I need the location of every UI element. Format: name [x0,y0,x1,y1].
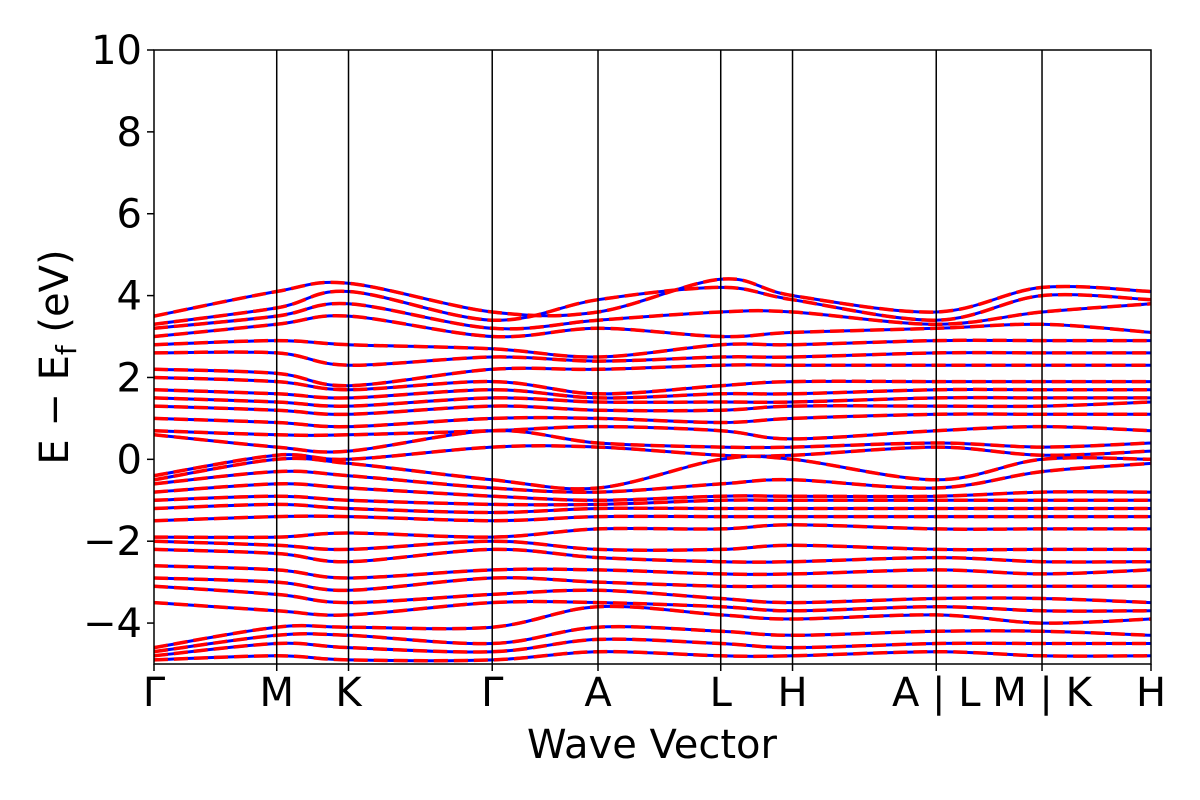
band-line-solid [154,350,1151,367]
y-tick-label: 10 [91,28,142,74]
x-tick-label: M | K [992,670,1093,716]
x-tick-label: L [710,670,733,716]
y-axis-label-sub: f [50,344,83,355]
plot-frame [153,49,1152,665]
band-line-dashed [154,494,1151,507]
x-tick-label: A | L [892,670,981,716]
y-tick-label: 6 [117,192,142,238]
y-axis: −4 −2 0 2 4 6 8 10 [83,28,154,647]
band-line-solid [154,314,1151,339]
band-line-solid [154,576,1151,592]
band-line-dashed [154,482,1151,503]
band-line-solid [154,396,1151,408]
band-line-dashed [154,637,1151,658]
x-tick-label: Γ [143,670,166,716]
band-line-dashed [154,523,1151,540]
band-line-dashed [154,454,1151,491]
band-line-solid [154,600,1151,617]
band-line-dashed [154,461,1151,494]
band-line-dashed [154,649,1151,663]
band-line-dashed [154,604,1151,650]
band-line-dashed [154,514,1151,523]
y-tick-label: 2 [117,355,142,401]
x-axis-label: Wave Vector [527,722,778,768]
x-tick-label: M [259,670,294,716]
band-line-dashed [154,424,1151,441]
band-line-solid [154,429,1151,454]
high-symmetry-lines [275,50,1043,664]
y-axis-label-unit: (eV) [32,249,78,345]
band-line-solid [154,584,1151,605]
y-tick-label: 0 [117,437,142,483]
band-line-dashed [154,350,1151,367]
x-tick-label: H [777,670,807,716]
band-line-solid [154,412,1151,429]
band-line-dashed [154,444,1151,478]
y-axis-label-main: E − E [32,355,78,465]
y-tick-label: 8 [117,110,142,156]
band-line-solid [154,363,1151,388]
band-line-solid [154,539,1151,552]
band-line-dashed [154,285,1151,327]
band-line-solid [154,547,1151,564]
y-tick-label: −4 [83,601,142,647]
y-tick-label: 4 [117,274,142,320]
band-line-solid [154,376,1151,396]
x-tick-label: Γ [481,670,504,716]
band-line-solid [154,564,1151,580]
band-line-solid [154,625,1151,654]
bands-layer [154,277,1151,663]
band-line-solid [154,400,1151,416]
y-axis-label: E − Ef (eV) [32,249,83,464]
band-line-dashed [154,502,1151,515]
y-tick-label: −2 [83,519,142,565]
band-line-dashed [154,277,1151,318]
band-line-dashed [154,301,1151,331]
x-tick-label: K [335,670,363,716]
band-line-dashed [154,338,1151,359]
band-line-solid [154,387,1151,400]
x-tick-label: H [1136,670,1166,716]
x-tick-label: A [584,670,612,716]
